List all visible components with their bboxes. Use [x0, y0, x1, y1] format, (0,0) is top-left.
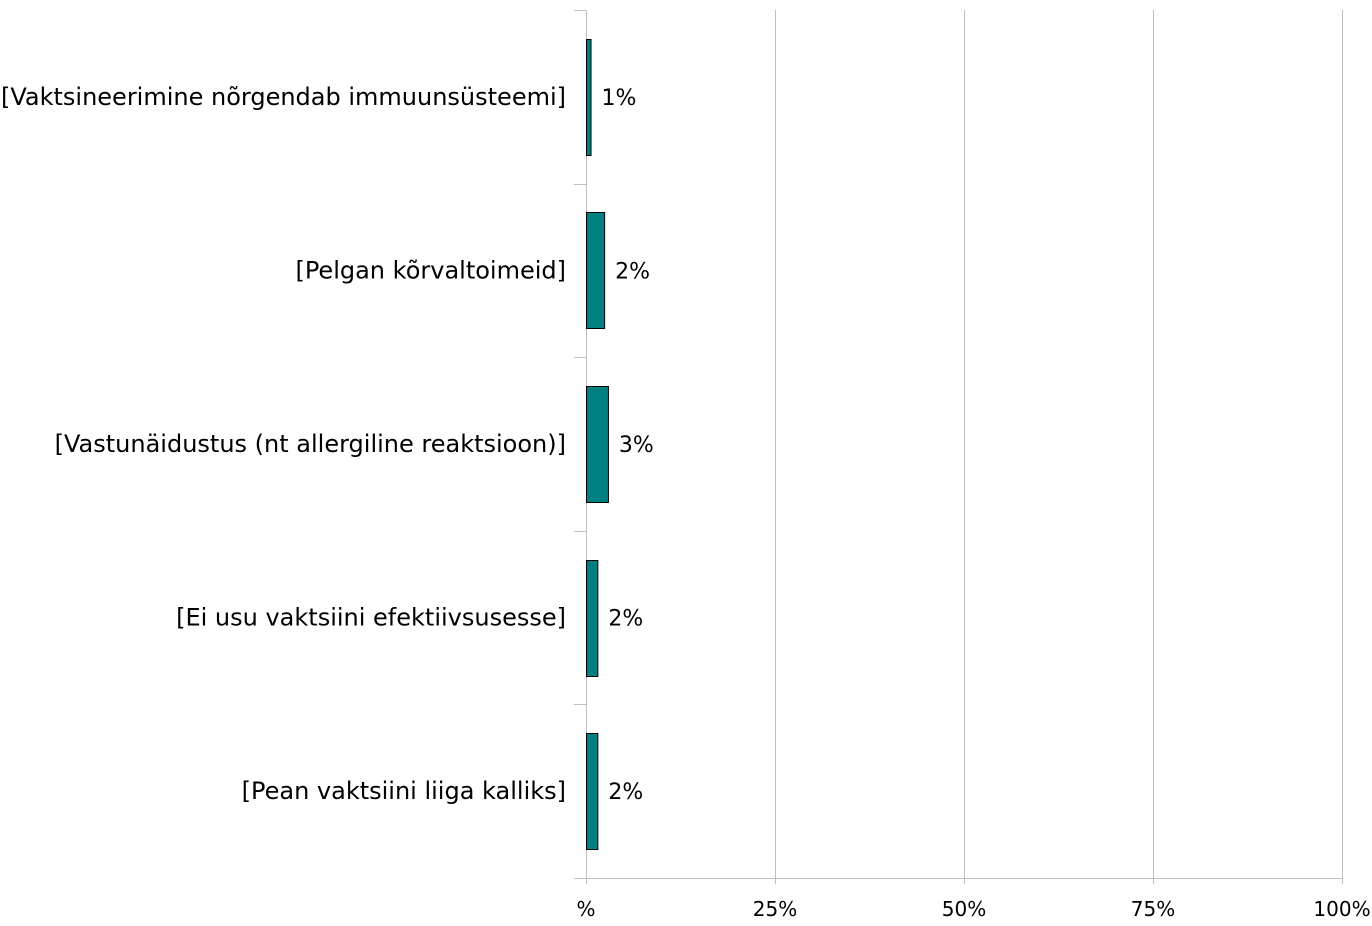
bar: [586, 212, 606, 329]
x-tick-label: 25%: [753, 897, 797, 921]
axes: [574, 10, 1343, 884]
x-tick-label: %: [576, 897, 595, 921]
labels: % 25% 50% 75% 100% [Vaktsineerimine nõrgendab…: [1, 83, 1371, 921]
bar: [586, 733, 599, 850]
category-label: [Vaktsineerimine nõrgendab immuunsüsteem…: [1, 83, 566, 111]
category-label: [Pelgan kõrvaltoimeid]: [295, 256, 566, 284]
gridlines: [775, 10, 1343, 878]
category-label: [Pean vaktsiini liiga kalliks]: [242, 777, 566, 805]
bars: [586, 39, 609, 850]
data-label: 2%: [608, 780, 643, 805]
data-label: 2%: [615, 259, 650, 284]
x-tick-label: 75%: [1131, 897, 1175, 921]
data-label: 3%: [619, 433, 654, 458]
bar: [586, 386, 609, 503]
x-tick-label: 100%: [1313, 897, 1370, 921]
bar: [586, 39, 592, 156]
category-label: [Vastunäidustus (nt allergiline reaktsio…: [55, 430, 566, 458]
bar: [586, 560, 599, 677]
x-tick-label: 50%: [942, 897, 986, 921]
data-label: 1%: [602, 86, 637, 111]
data-label: 2%: [608, 607, 643, 632]
category-label: [Ei usu vaktsiini efektiivsusesse]: [176, 604, 566, 632]
